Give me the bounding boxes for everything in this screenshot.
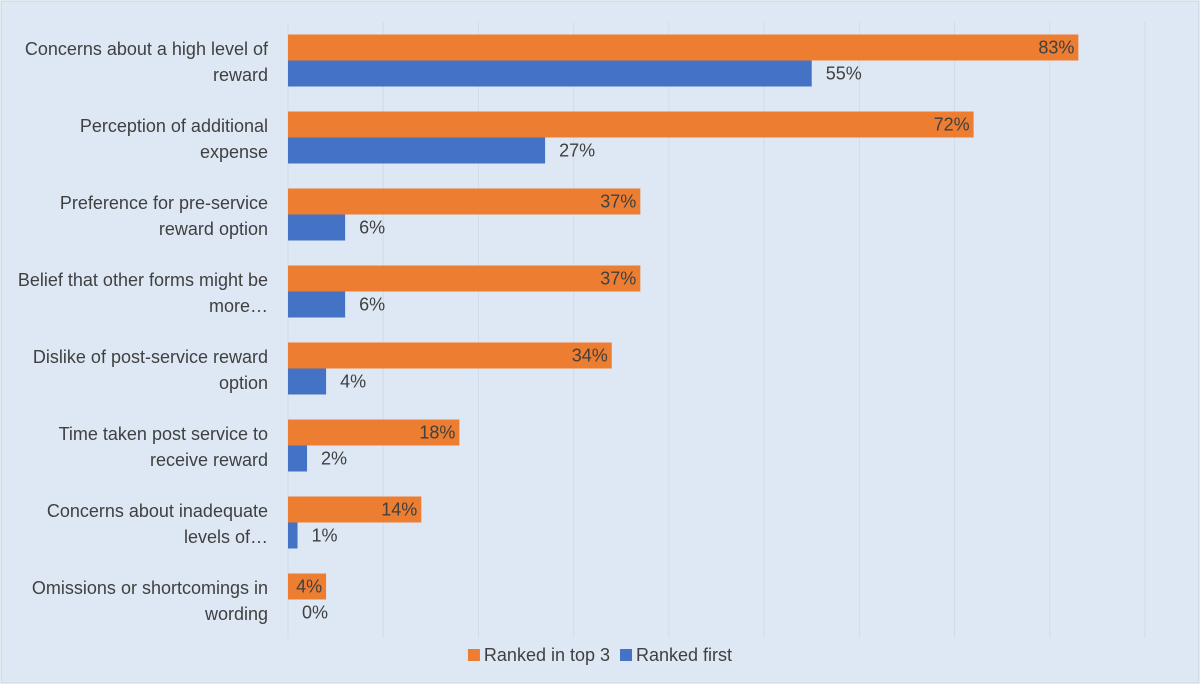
value-label: 4% xyxy=(296,576,322,596)
category-label: Time taken post service to receive rewar… xyxy=(58,423,268,470)
bar xyxy=(288,60,812,87)
value-label: 6% xyxy=(359,217,385,237)
bar xyxy=(288,188,641,215)
category-label: Dislike of post-service reward option xyxy=(32,346,268,393)
bar xyxy=(288,496,422,523)
value-label: 2% xyxy=(321,448,347,468)
value-label: 83% xyxy=(1038,37,1074,57)
value-label: 14% xyxy=(381,499,417,519)
category-label: Concerns about inadequate levels of… xyxy=(46,500,268,547)
value-label: 72% xyxy=(934,114,970,134)
value-label: 34% xyxy=(572,345,608,365)
value-label: 27% xyxy=(559,140,595,160)
bar xyxy=(288,419,460,446)
value-label: 0% xyxy=(302,602,328,622)
value-label: 18% xyxy=(419,422,455,442)
category-label: Perception of additional expense xyxy=(79,115,268,162)
category-label: Preference for pre-service reward option xyxy=(59,192,268,239)
value-label: 1% xyxy=(312,525,338,545)
bar xyxy=(288,34,1079,61)
value-label: 6% xyxy=(359,294,385,314)
bar xyxy=(288,445,308,472)
value-label: 55% xyxy=(826,63,862,83)
bar xyxy=(288,137,546,164)
bar xyxy=(288,573,327,600)
category-label: Concerns about a high level of reward xyxy=(24,38,268,85)
category-label: Omissions or shortcomings in wording xyxy=(31,577,268,624)
value-label: 4% xyxy=(340,371,366,391)
bar xyxy=(288,522,298,549)
bar xyxy=(288,291,346,318)
legend-label: Ranked in top 3 xyxy=(484,645,610,665)
legend-label: Ranked first xyxy=(636,645,732,665)
legend-swatch xyxy=(467,649,480,661)
bar xyxy=(288,368,327,395)
category-label: Belief that other forms might be more… xyxy=(17,269,268,316)
bar xyxy=(288,214,346,241)
bar xyxy=(288,111,974,138)
bar xyxy=(288,342,612,369)
value-label: 37% xyxy=(600,191,636,211)
value-label: 37% xyxy=(600,268,636,288)
bar xyxy=(288,265,641,292)
legend-swatch xyxy=(620,649,633,661)
